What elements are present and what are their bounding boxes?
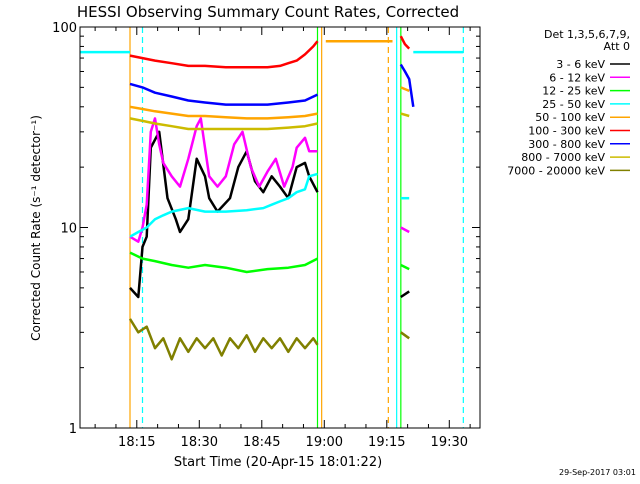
x-tick-label: 19:30 xyxy=(431,435,468,450)
x-tick-label: 18:15 xyxy=(118,435,155,450)
x-tick-label: 18:30 xyxy=(181,435,218,450)
plot-layer xyxy=(80,27,464,428)
series-2-segment-0 xyxy=(129,251,319,274)
legend-header-line-1: Det 1,3,5,6,7,9, xyxy=(544,28,630,41)
series-0-segment-1 xyxy=(400,290,410,299)
series-8-segment-0 xyxy=(128,318,319,361)
series-4-segment-0 xyxy=(129,105,318,120)
axes-layer: 1 10 100 18:15 18:30 18:45 19:00 19:15 19:30 xyxy=(52,21,481,450)
series-5-segment-1 xyxy=(399,35,411,50)
legend-label: 7000 - 20000 keV xyxy=(507,164,605,177)
series-3-segment-1 xyxy=(129,172,318,238)
series-1-segment-0 xyxy=(129,117,318,243)
y-axis-label: Corrected Count Rate (s⁻¹ detector⁻¹) xyxy=(29,115,43,341)
x-tick-label: 19:15 xyxy=(368,435,405,450)
legend-header-line-2: Att 0 xyxy=(604,40,630,53)
legend-label: 800 - 7000 keV xyxy=(521,151,605,164)
series-1-segment-1 xyxy=(400,226,410,234)
legend-label: 25 - 50 keV xyxy=(542,98,605,111)
y-tick-label: 1 xyxy=(69,422,77,437)
series-7-segment-1 xyxy=(400,112,410,118)
legend-label: 3 - 6 keV xyxy=(556,58,605,71)
series-0-segment-0 xyxy=(129,130,319,299)
x-axis-label: Start Time (20-Apr-15 18:01:22) xyxy=(174,455,382,470)
series-7-segment-0 xyxy=(129,117,318,131)
y-tick-label: 100 xyxy=(52,21,77,36)
x-tick-label: 18:45 xyxy=(243,435,280,450)
timestamp-annotation: 29-Sep-2017 03:01 xyxy=(559,468,636,477)
legend-label: 50 - 100 keV xyxy=(535,111,605,124)
series-4-segment-2 xyxy=(400,86,410,93)
series-5-segment-0 xyxy=(129,40,319,69)
series-8-segment-1 xyxy=(400,331,410,340)
x-tick-label: 19:00 xyxy=(306,435,343,450)
legend-label: 300 - 800 keV xyxy=(528,138,605,151)
y-tick-label: 10 xyxy=(60,222,77,237)
chart-title: HESSI Observing Summary Count Rates, Cor… xyxy=(77,3,459,21)
series-6-segment-0 xyxy=(129,82,319,106)
legend-label: 100 - 300 keV xyxy=(528,125,605,138)
series-2-segment-1 xyxy=(400,263,410,271)
series-6-segment-1 xyxy=(399,63,415,107)
legend-label: 6 - 12 keV xyxy=(549,71,605,84)
legend-label: 12 - 25 keV xyxy=(542,85,605,98)
